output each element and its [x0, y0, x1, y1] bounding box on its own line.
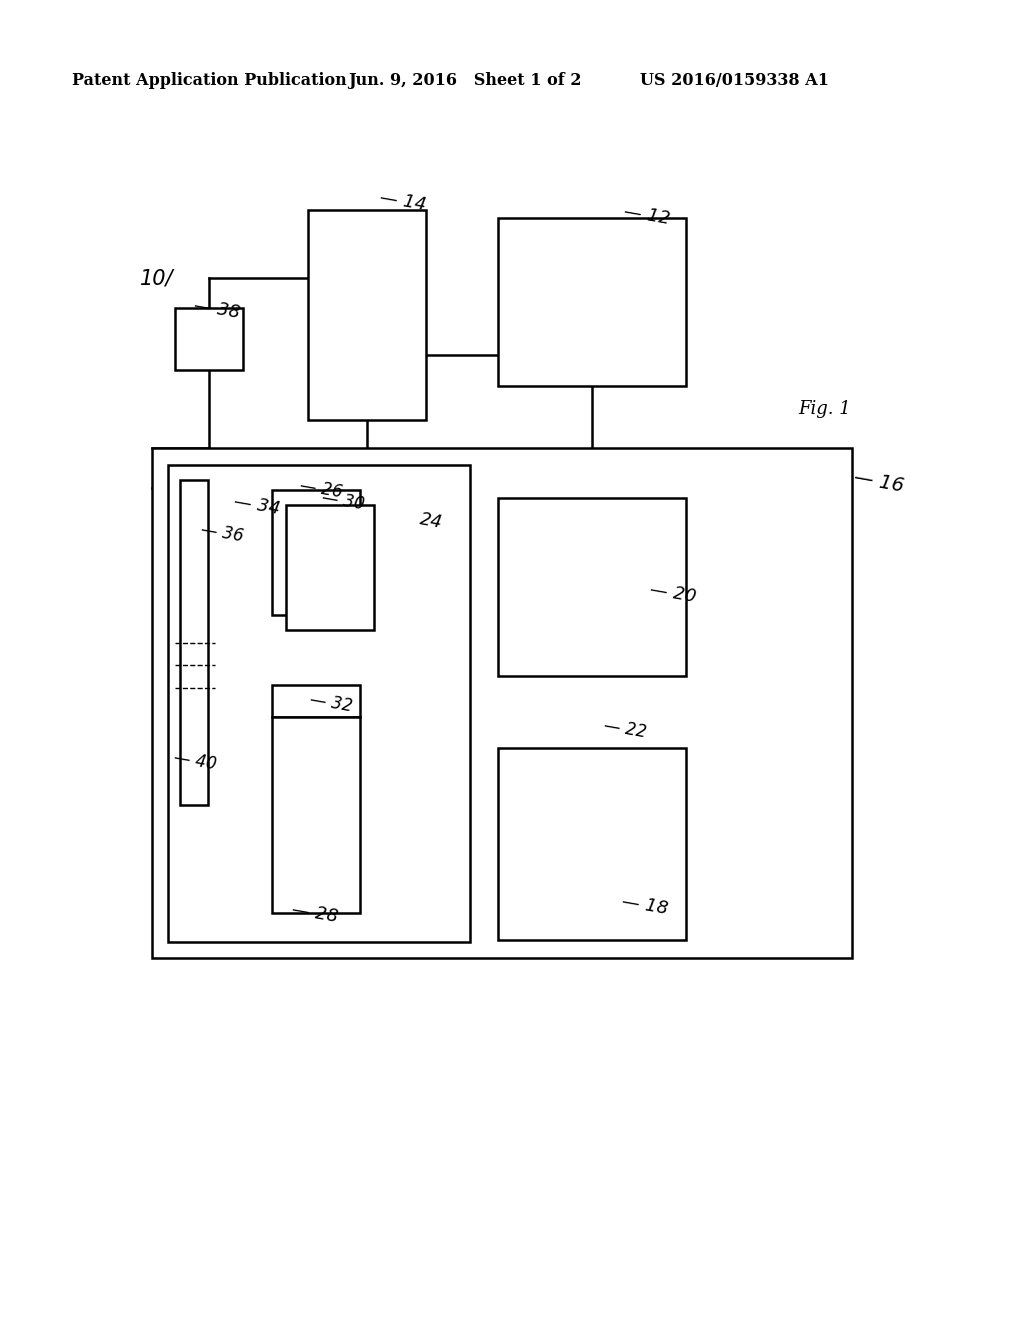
Bar — [286, 506, 374, 630]
Text: — 12: — 12 — [622, 202, 671, 228]
Text: — 34: — 34 — [232, 492, 282, 517]
Bar — [168, 465, 470, 942]
Text: — 20: — 20 — [648, 579, 697, 606]
Text: — 26: — 26 — [298, 477, 344, 502]
Bar — [272, 717, 360, 913]
Text: — 28: — 28 — [290, 900, 339, 925]
Bar — [152, 447, 852, 958]
Text: — 38: — 38 — [193, 296, 242, 322]
Bar — [272, 685, 360, 717]
Text: — 16: — 16 — [852, 469, 905, 495]
Text: Jun. 9, 2016   Sheet 1 of 2: Jun. 9, 2016 Sheet 1 of 2 — [348, 73, 582, 88]
Bar — [272, 490, 360, 615]
Text: Patent Application Publication: Patent Application Publication — [72, 73, 347, 88]
Text: — 14: — 14 — [378, 187, 427, 214]
Text: Fig. 1: Fig. 1 — [798, 400, 851, 418]
Text: — 22: — 22 — [602, 715, 647, 742]
Bar — [180, 480, 208, 805]
Bar — [175, 308, 243, 370]
Bar — [498, 218, 686, 385]
Text: — 36: — 36 — [199, 520, 245, 545]
Text: — 32: — 32 — [308, 690, 353, 715]
Text: 10/: 10/ — [140, 268, 173, 288]
Bar — [498, 748, 686, 940]
Text: US 2016/0159338 A1: US 2016/0159338 A1 — [640, 73, 829, 88]
Bar — [308, 210, 426, 420]
Text: — 18: — 18 — [620, 892, 669, 917]
Text: 24: 24 — [418, 510, 443, 532]
Text: — 40: — 40 — [172, 748, 217, 774]
Text: — 30: — 30 — [319, 488, 366, 513]
Bar — [498, 498, 686, 676]
